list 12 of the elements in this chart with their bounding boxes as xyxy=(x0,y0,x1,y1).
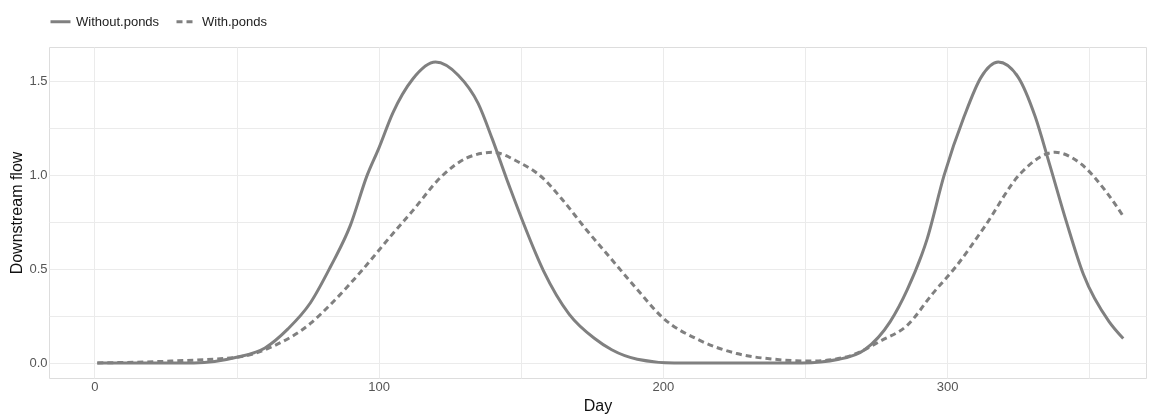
x-tick-label: 200 xyxy=(652,378,675,394)
x-tick-label: 300 xyxy=(936,378,959,394)
y-tick-label: 1.5 xyxy=(29,73,48,89)
y-tick-label: 1.0 xyxy=(29,167,48,183)
x-axis-title: Day xyxy=(583,396,613,414)
x-tick-label: 0 xyxy=(91,378,99,394)
y-tick-label: 0.5 xyxy=(29,261,48,277)
y-axis-title: Downstream flow xyxy=(8,151,26,275)
legend-label: Without.ponds xyxy=(76,13,160,29)
x-tick-label: 100 xyxy=(368,378,391,394)
y-tick-label: 0.0 xyxy=(29,355,48,371)
legend-label: With.ponds xyxy=(202,13,268,29)
